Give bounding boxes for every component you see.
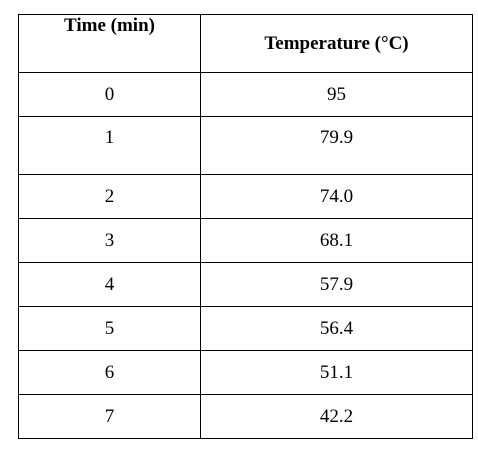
time-cell: 7	[18, 394, 201, 439]
time-column-header: Time (min)	[18, 14, 201, 73]
temperature-cell: 74.0	[200, 174, 473, 219]
temperature-cell: 68.1	[200, 218, 473, 263]
table-row: 0 95	[18, 72, 473, 117]
table-row: 7 42.2	[18, 394, 473, 439]
table-row: 2 74.0	[18, 174, 473, 219]
table-row: 5 56.4	[18, 306, 473, 351]
temperature-cell: 95	[200, 72, 473, 117]
temperature-column-header: Temperature (°C)	[200, 14, 473, 73]
table-row: 3 68.1	[18, 218, 473, 263]
temperature-cell: 56.4	[200, 306, 473, 351]
temperature-cell: 79.9	[200, 116, 473, 175]
header-row: Time (min) Temperature (°C)	[18, 14, 473, 73]
table-row: 1 79.9	[18, 116, 473, 175]
table-row: 4 57.9	[18, 262, 473, 307]
temperature-cell: 42.2	[200, 394, 473, 439]
table-row: 6 51.1	[18, 350, 473, 395]
time-cell: 1	[18, 116, 201, 175]
time-cell: 4	[18, 262, 201, 307]
temperature-cell: 51.1	[200, 350, 473, 395]
time-cell: 0	[18, 72, 201, 117]
time-cell: 6	[18, 350, 201, 395]
time-temperature-table: Time (min) Temperature (°C) 0 95 1 79.9 …	[18, 14, 473, 439]
time-cell: 2	[18, 174, 201, 219]
temperature-cell: 57.9	[200, 262, 473, 307]
time-cell: 5	[18, 306, 201, 351]
time-cell: 3	[18, 218, 201, 263]
